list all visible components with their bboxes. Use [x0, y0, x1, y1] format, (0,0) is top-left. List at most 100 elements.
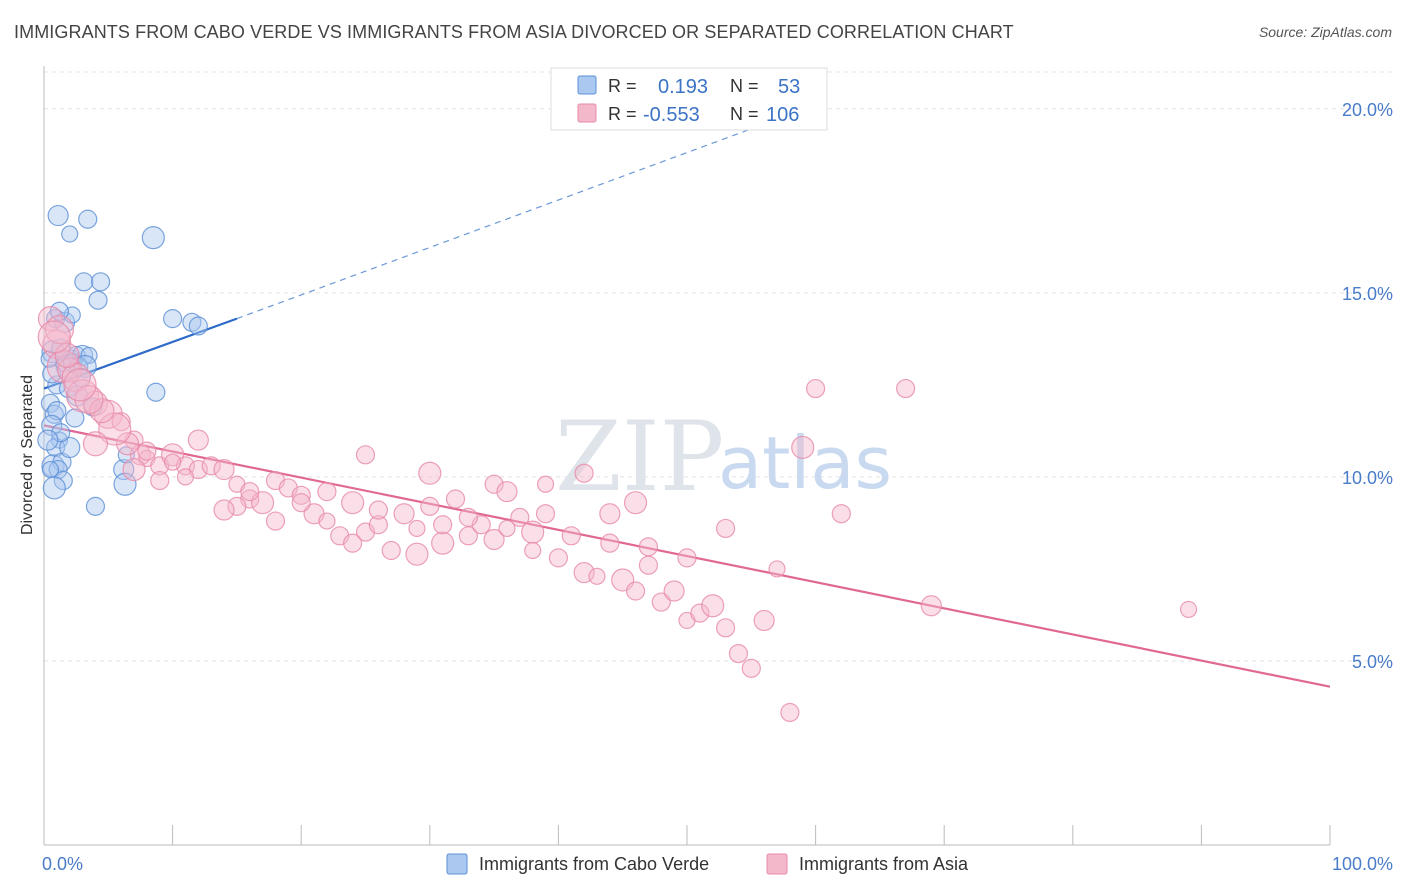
blue-point: [182, 312, 202, 332]
pink-point: [164, 453, 182, 471]
blue-point: [163, 309, 183, 329]
pink-point: [405, 542, 429, 566]
legend-r-value-1: 0.193: [658, 76, 708, 98]
pink-point: [82, 431, 109, 457]
pink-point: [240, 482, 260, 502]
pink-point: [715, 618, 736, 638]
blue-point: [65, 408, 85, 428]
pink-point: [458, 507, 478, 527]
legend-r-label-2: R =: [608, 104, 637, 124]
pink-point: [176, 468, 195, 486]
blue-point: [88, 290, 108, 310]
y-axis-title: Divorced or Separated: [19, 375, 36, 535]
pink-point: [588, 567, 606, 585]
x-tick-label: 0.0%: [42, 854, 83, 874]
pink-point: [623, 491, 648, 515]
blue-point: [41, 460, 60, 479]
pink-point: [122, 457, 146, 482]
pink-point: [663, 580, 685, 602]
blue-point: [85, 496, 106, 516]
y-tick-label: 20.0%: [1342, 100, 1393, 120]
legend-swatch-pink: [577, 103, 597, 123]
y-tick-labels: 5.0% 10.0% 15.0% 20.0%: [1342, 100, 1393, 672]
pink-point: [63, 368, 97, 402]
pink-point: [701, 594, 725, 618]
pink-point: [150, 470, 170, 491]
pink-point: [317, 482, 337, 502]
legend-r-value-2: -0.553: [643, 104, 700, 126]
series-swatch-pink: [766, 853, 788, 875]
watermark-atlas: atlas: [718, 421, 892, 505]
blue-point: [90, 272, 111, 292]
pink-point: [690, 603, 710, 623]
pink-point: [341, 491, 365, 515]
x-tick-labels: 0.0% 100.0%: [42, 854, 1393, 874]
pink-point: [265, 511, 286, 531]
pink-point: [227, 496, 247, 516]
x-tick-label: 100.0%: [1332, 854, 1393, 874]
pink-point: [638, 537, 659, 557]
pink-point: [213, 499, 235, 521]
pink-point: [44, 315, 75, 345]
pink-point: [431, 531, 455, 555]
pink-point: [115, 432, 140, 456]
blue-point: [61, 225, 79, 243]
series-label-pink: Immigrants from Asia: [799, 854, 969, 874]
pink-point: [498, 519, 516, 538]
pink-point: [831, 504, 851, 524]
pink-point: [433, 515, 453, 535]
pink-point: [291, 493, 311, 513]
pink-point: [677, 548, 697, 568]
legend-n-value-2: 106: [766, 104, 799, 126]
pink-point: [753, 609, 775, 632]
blue-point: [113, 472, 137, 496]
pink-point: [418, 461, 442, 485]
series-legend: Immigrants from Cabo Verde Immigrants fr…: [446, 853, 969, 875]
blue-point: [78, 209, 98, 229]
blue-point: [47, 204, 69, 227]
pink-point: [318, 512, 336, 530]
pink-point: [510, 507, 530, 527]
legend-box: R = 0.193 N = 53 R = -0.553 N = 106: [550, 67, 828, 131]
chart-title: IMMIGRANTS FROM CABO VERDE VS IMMIGRANTS…: [14, 22, 1014, 42]
series-swatch-blue: [446, 853, 468, 875]
pink-point: [535, 504, 556, 524]
blue-point: [51, 423, 71, 443]
pink-point: [368, 500, 388, 520]
source-label: Source: ZipAtlas.com: [1258, 24, 1392, 40]
pink-point: [445, 489, 466, 509]
pink-point: [213, 458, 235, 481]
pink-point: [599, 503, 621, 525]
pink-point: [368, 515, 388, 535]
grid-lines: [44, 71, 1392, 662]
pink-point: [896, 378, 916, 399]
blue-point: [146, 382, 166, 402]
pink-point: [715, 518, 736, 539]
blue-point: [40, 393, 61, 413]
pink-point: [343, 533, 363, 553]
pink-point: [920, 595, 942, 617]
legend-n-label-1: N =: [730, 76, 759, 96]
pink-point: [291, 485, 311, 505]
blue-trend-line-extension: [236, 104, 816, 320]
series-label-blue: Immigrants from Cabo Verde: [479, 854, 709, 874]
pink-point: [521, 520, 545, 544]
pink-point: [54, 342, 80, 369]
blue-point: [188, 316, 208, 336]
pink-point: [89, 398, 115, 424]
blue-point: [42, 476, 66, 500]
legend-n-label-2: N =: [730, 104, 759, 124]
pink-point: [524, 541, 542, 560]
blue-point: [74, 272, 94, 292]
watermark: ZIP atlas: [555, 401, 892, 513]
blue-point: [37, 429, 59, 451]
pink-point: [741, 658, 761, 678]
pink-point: [768, 560, 786, 578]
pink-point: [791, 435, 815, 460]
pink-point: [638, 555, 659, 575]
pink-point: [780, 702, 800, 723]
trend-lines: [43, 104, 1331, 688]
axes: [43, 66, 1331, 846]
pink-point: [805, 378, 826, 399]
pink-point: [651, 592, 671, 612]
